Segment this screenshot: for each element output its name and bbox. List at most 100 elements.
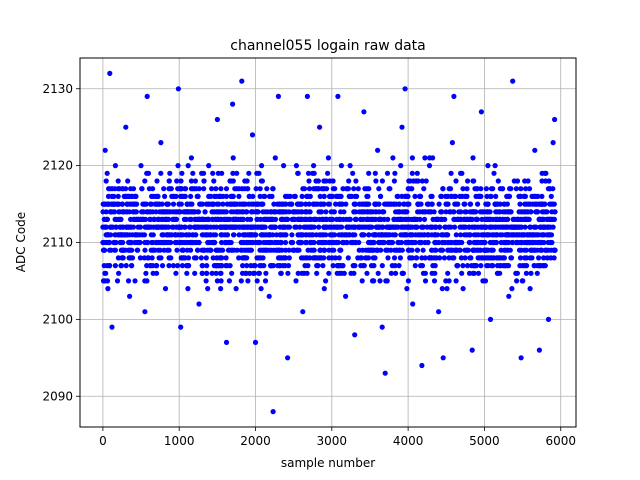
data-point bbox=[199, 263, 205, 269]
data-point bbox=[420, 270, 426, 276]
data-point bbox=[253, 186, 259, 192]
data-point bbox=[313, 186, 319, 192]
data-point bbox=[538, 224, 544, 230]
data-point bbox=[464, 263, 471, 269]
data-point bbox=[113, 239, 119, 246]
data-point bbox=[450, 255, 456, 261]
data-point bbox=[542, 247, 548, 253]
data-point bbox=[286, 255, 292, 261]
data-point bbox=[532, 201, 538, 207]
data-point bbox=[111, 193, 117, 199]
data-point bbox=[328, 232, 334, 238]
data-point bbox=[120, 186, 126, 192]
data-point bbox=[165, 224, 172, 230]
data-point bbox=[475, 224, 481, 230]
data-point bbox=[427, 155, 433, 161]
data-point bbox=[182, 224, 188, 230]
data-point bbox=[254, 255, 260, 261]
data-point bbox=[370, 209, 376, 215]
data-point bbox=[415, 178, 421, 184]
data-point bbox=[183, 216, 189, 222]
data-point bbox=[523, 270, 530, 276]
data-point bbox=[224, 201, 230, 207]
data-point bbox=[409, 232, 415, 238]
data-point bbox=[493, 216, 499, 222]
data-point bbox=[109, 224, 115, 230]
x-axis-ticks: 0 1000 2000 3000 4000 5000 6000 bbox=[99, 427, 576, 448]
data-point bbox=[513, 186, 519, 192]
data-point bbox=[223, 186, 230, 192]
data-point bbox=[118, 224, 124, 230]
data-point bbox=[420, 224, 426, 230]
data-point bbox=[271, 201, 277, 207]
data-point bbox=[164, 216, 170, 222]
data-point bbox=[147, 263, 153, 269]
data-point bbox=[388, 270, 394, 276]
data-point bbox=[338, 209, 344, 215]
data-point bbox=[174, 178, 180, 184]
data-point bbox=[284, 216, 290, 222]
data-point bbox=[178, 324, 184, 330]
data-point bbox=[501, 201, 507, 207]
data-point bbox=[405, 239, 411, 246]
data-point bbox=[250, 201, 257, 207]
data-point bbox=[167, 186, 173, 192]
data-point bbox=[552, 247, 558, 253]
data-point bbox=[127, 239, 133, 246]
data-point bbox=[210, 170, 216, 176]
data-point bbox=[238, 209, 244, 215]
data-point bbox=[420, 247, 426, 253]
data-point bbox=[213, 193, 219, 199]
data-point bbox=[191, 224, 198, 230]
data-point bbox=[522, 247, 528, 253]
data-point bbox=[368, 263, 375, 269]
data-point bbox=[311, 239, 317, 246]
data-point bbox=[356, 247, 362, 253]
data-point bbox=[110, 201, 116, 207]
data-point bbox=[103, 178, 109, 184]
data-point bbox=[358, 263, 364, 269]
data-point bbox=[541, 209, 547, 215]
data-point bbox=[143, 270, 149, 276]
data-point bbox=[354, 193, 360, 199]
data-point bbox=[492, 201, 498, 207]
data-point bbox=[213, 186, 219, 192]
data-point bbox=[480, 209, 486, 215]
data-point bbox=[214, 278, 220, 284]
data-point bbox=[468, 216, 474, 222]
data-point bbox=[228, 209, 234, 215]
data-point bbox=[192, 209, 198, 215]
data-point bbox=[536, 216, 542, 222]
data-point bbox=[340, 239, 346, 246]
data-point bbox=[507, 186, 513, 192]
data-point bbox=[135, 232, 141, 238]
data-point bbox=[336, 193, 342, 199]
data-point bbox=[349, 193, 355, 199]
data-point bbox=[430, 216, 436, 222]
data-point bbox=[445, 193, 451, 199]
data-point bbox=[483, 247, 489, 253]
data-point bbox=[403, 232, 409, 238]
data-point bbox=[250, 224, 256, 230]
data-point bbox=[329, 247, 335, 253]
x-axis-label: sample number bbox=[281, 456, 375, 470]
data-point bbox=[536, 255, 542, 261]
data-point bbox=[205, 216, 211, 222]
data-point bbox=[360, 209, 366, 215]
data-point bbox=[282, 232, 289, 238]
data-point bbox=[285, 193, 291, 199]
data-point bbox=[178, 232, 184, 238]
data-point bbox=[192, 216, 198, 222]
data-point bbox=[469, 263, 475, 269]
data-point bbox=[223, 255, 229, 261]
data-point bbox=[422, 278, 429, 284]
data-point bbox=[162, 193, 168, 199]
data-point bbox=[441, 255, 447, 261]
data-point bbox=[281, 163, 287, 169]
data-point bbox=[183, 186, 189, 192]
data-point bbox=[272, 224, 278, 230]
data-point bbox=[100, 209, 106, 215]
data-point bbox=[196, 239, 202, 246]
data-point bbox=[480, 278, 486, 284]
data-point bbox=[175, 263, 181, 269]
